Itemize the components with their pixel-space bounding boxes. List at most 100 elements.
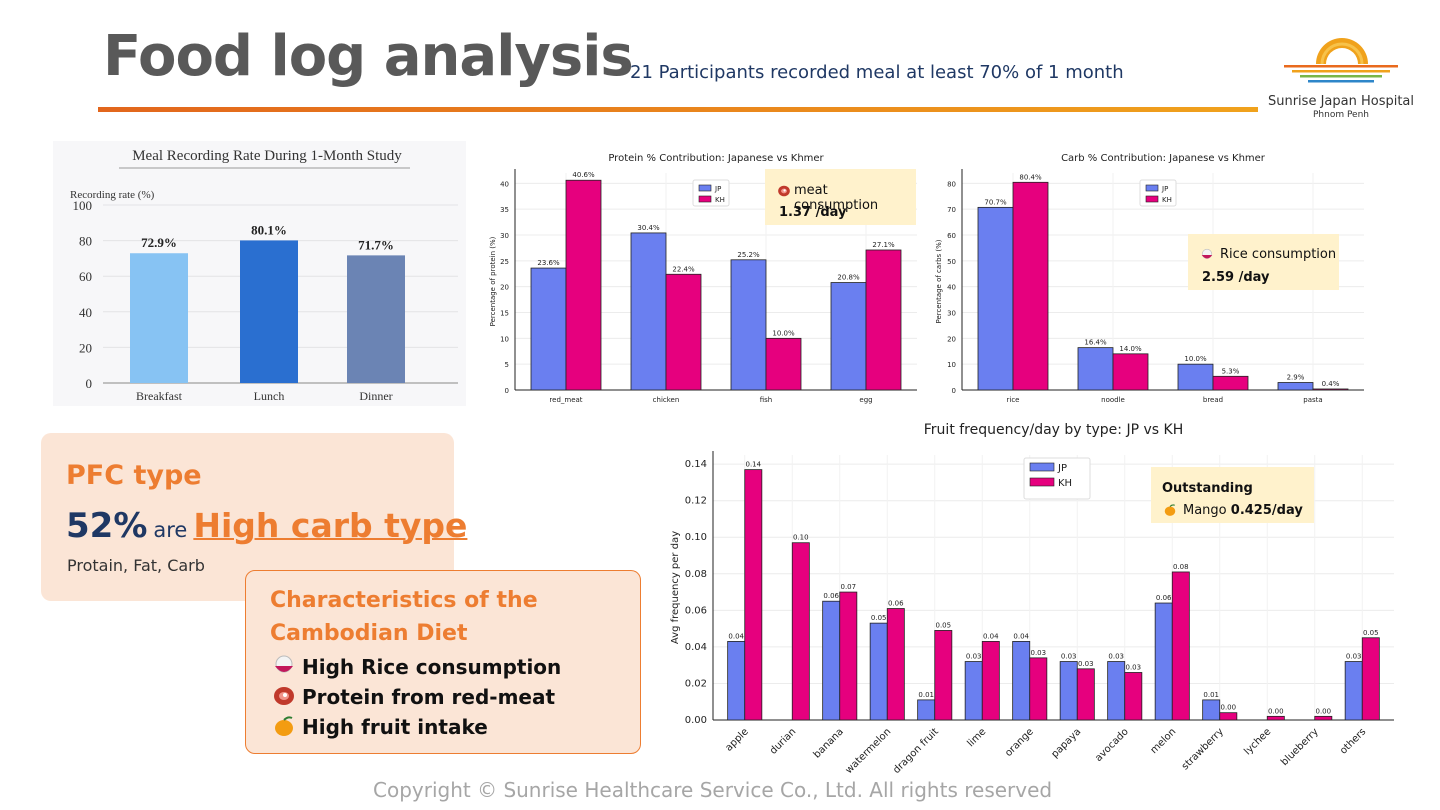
x-tick-label: Breakfast <box>136 389 183 403</box>
y-tick-label: 0.10 <box>685 532 707 543</box>
legend-swatch <box>1029 477 1055 487</box>
data-label: 0.00 <box>1221 704 1237 712</box>
bar <box>1059 661 1078 721</box>
legend-label: KH <box>1058 478 1072 489</box>
data-label: 0.03 <box>1031 649 1047 657</box>
data-label: 0.03 <box>1061 653 1077 661</box>
y-tick-label: 60 <box>947 232 956 240</box>
legend-label: KH <box>1162 196 1172 204</box>
pfc-connector: are <box>153 518 188 542</box>
y-tick-label: 30 <box>500 232 509 240</box>
pfc-type: High carb type <box>193 506 468 545</box>
meat-callout-label: meat consumption <box>794 183 879 213</box>
y-axis-label: Percentage of protein (%) <box>489 236 497 326</box>
y-tick-label: 0 <box>505 387 509 395</box>
data-label: 0.05 <box>1363 629 1379 637</box>
data-label: 0.04 <box>983 632 999 640</box>
rice-callout: Rice consumption 2.59 /day <box>1188 234 1339 290</box>
data-label: 0.04 <box>728 632 744 640</box>
legend-label: KH <box>715 196 725 204</box>
data-label: 0.08 <box>1173 563 1189 571</box>
y-tick-label: 0 <box>952 387 956 395</box>
bar <box>530 267 567 391</box>
bar <box>1312 388 1349 391</box>
y-axis-label: Percentage of carbs (%) <box>935 239 943 323</box>
x-tick-label: banana <box>812 726 846 760</box>
data-label: 22.4% <box>672 265 695 273</box>
bar <box>630 232 667 391</box>
bar <box>565 179 602 391</box>
x-tick-label: egg <box>859 396 872 404</box>
data-label: 23.6% <box>537 259 560 267</box>
carb-chart: Carb % Contribution: Japanese vs Khmer Pe… <box>930 145 1370 410</box>
x-tick-label: orange <box>1003 726 1036 759</box>
y-tick-label: 5 <box>505 361 509 369</box>
characteristic-text: High Rice consumption <box>302 655 562 679</box>
x-tick-label: pasta <box>1303 396 1322 404</box>
y-tick-label: 0.14 <box>685 459 707 470</box>
y-tick-label: 60 <box>79 269 92 284</box>
x-tick-label: lychee <box>1242 726 1273 757</box>
bar <box>839 591 858 721</box>
bar <box>347 255 405 383</box>
x-tick-label: blueberry <box>1279 726 1321 768</box>
mango-icon <box>275 716 293 736</box>
carb-svg: Carb % Contribution: Japanese vs Khmer Pe… <box>935 153 1364 404</box>
bar <box>1107 661 1126 721</box>
bar <box>869 622 888 721</box>
data-label: 0.05 <box>936 621 952 629</box>
y-tick-label: 15 <box>500 310 509 318</box>
bar <box>1171 571 1190 721</box>
chart-title: Protein % Contribution: Japanese vs Khme… <box>608 153 824 164</box>
bar <box>1012 641 1031 721</box>
y-tick-label: 70 <box>947 206 956 214</box>
meat-icon <box>274 687 294 705</box>
characteristic-item-rice: High Rice consumption <box>272 654 561 679</box>
bar <box>130 253 188 383</box>
y-tick-label: 0.06 <box>685 605 707 616</box>
y-tick-label: 40 <box>947 284 956 292</box>
bar <box>1077 347 1114 391</box>
legend-label: JP <box>1057 463 1067 474</box>
bar <box>830 282 867 391</box>
y-tick-label: 25 <box>500 258 509 266</box>
x-tick-label: Dinner <box>359 389 392 403</box>
data-label: 0.01 <box>918 691 934 699</box>
fruit-callout-value: 0.425/day <box>1230 503 1303 518</box>
bar <box>917 699 936 721</box>
x-tick-label: strawberry <box>1180 726 1226 772</box>
copyright-footer: Copyright © Sunrise Healthcare Service C… <box>373 778 1053 802</box>
y-axis-label: Avg frequency per day <box>670 531 681 644</box>
y-tick-label: 0.08 <box>685 569 707 580</box>
characteristic-item-meat: Protein from red-meat <box>272 684 555 709</box>
data-label: 0.03 <box>966 653 982 661</box>
bar <box>1029 657 1048 721</box>
bar <box>934 630 953 721</box>
x-tick-label: others <box>1338 726 1368 756</box>
x-tick-label: apple <box>723 726 750 753</box>
bar <box>865 249 902 391</box>
meal-recording-svg: Meal Recording Rate During 1-Month Study… <box>70 148 458 403</box>
data-label: 0.03 <box>1108 653 1124 661</box>
data-label: 10.0% <box>772 329 795 337</box>
pfc-summary: 52% are High carb type <box>66 506 467 546</box>
data-label: 70.7% <box>984 198 1007 206</box>
bar <box>981 641 1000 721</box>
y-tick-label: 0.02 <box>685 678 707 689</box>
x-tick-label: dragon fruit <box>891 726 941 775</box>
data-label: 14.0% <box>1119 345 1142 353</box>
y-tick-label: 80 <box>947 180 956 188</box>
protein-chart: Protein % Contribution: Japanese vs Khme… <box>485 145 925 410</box>
rice-bowl-icon <box>1201 248 1213 259</box>
fruit-callout-title: Outstanding <box>1162 481 1253 496</box>
characteristic-text: High fruit intake <box>302 715 488 739</box>
legend-label: JP <box>1161 185 1168 193</box>
legend-label: JP <box>714 185 721 193</box>
x-tick-label: melon <box>1149 726 1179 756</box>
data-label: 0.06 <box>1156 594 1172 602</box>
x-tick-label: chicken <box>653 396 680 404</box>
fruit-callout-label: Mango <box>1183 503 1227 518</box>
bar <box>1344 661 1363 721</box>
title-underline <box>98 107 1258 112</box>
page-title: Food log analysis <box>103 24 634 89</box>
